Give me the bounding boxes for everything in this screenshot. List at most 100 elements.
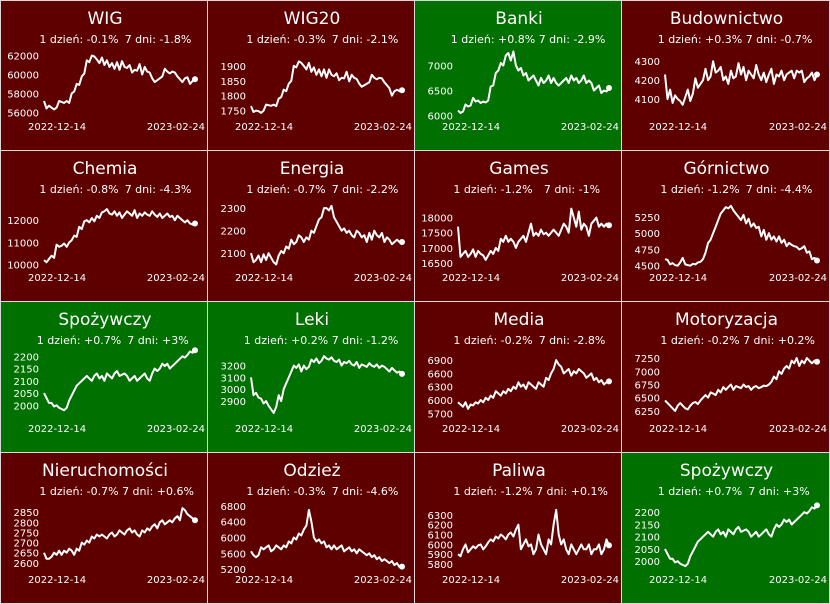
y-tick-label: 2000: [14, 401, 39, 412]
chart-title: Games: [489, 159, 549, 179]
y-tick-label: 56000: [7, 108, 39, 119]
chart-panel: Motoryzacja 1 dzień: -0.2% 7 dni: +0.2% 725…: [621, 301, 830, 453]
series-line: [457, 508, 610, 558]
y-tick-label: 2850: [14, 508, 39, 519]
last-point-marker: [606, 222, 612, 229]
chart-title: Banki: [495, 9, 542, 29]
y-tick-label: 6000: [428, 112, 453, 123]
y-tick-label: 7000: [635, 367, 660, 378]
chart-title: Energia: [280, 159, 345, 179]
x-end-label: 2023-02-24: [769, 273, 827, 284]
chart-title: Spożywczy: [680, 461, 773, 481]
y-tick-label: 6800: [221, 502, 246, 513]
y-tick-label: 6300: [428, 511, 453, 522]
change-7d-label: 7 dni: -2.8%: [539, 334, 606, 347]
change-1d-label: 1 dzień: +0.7%: [37, 334, 121, 347]
last-point-marker: [192, 76, 198, 83]
chart-title: Motoryzacja: [675, 310, 778, 330]
change-1d-label: 1 dzień: -1.2%: [453, 485, 532, 498]
y-tick-label: 5250: [635, 213, 660, 224]
last-point-marker: [399, 370, 405, 377]
series-line: [457, 207, 610, 261]
y-tick-label: 2750: [14, 528, 39, 539]
chart-svg: Odzież 1 dzień: -0.3% 7 dni: -4.6% 6800 6400…: [221, 461, 412, 586]
y-tick-label: 5000: [635, 229, 660, 240]
y-tick-label: 3100: [221, 373, 246, 384]
change-7d-label: 7 dni: -1.8%: [125, 33, 192, 46]
change-1d-label: 1 dzień: -1.2%: [660, 183, 739, 196]
y-tick-label: 2200: [221, 227, 246, 238]
y-tick-label: 1800: [221, 92, 246, 103]
series-line: [250, 60, 403, 114]
change-1d-label: 1 dzień: +0.8%: [451, 33, 535, 46]
y-tick-label: 2300: [221, 204, 246, 215]
y-tick-label: 2050: [635, 545, 660, 556]
last-point-marker: [606, 378, 612, 385]
y-tick-label: 3200: [221, 362, 246, 373]
chart-panel: Paliwa 1 dzień: -1.2% 7 dni: +0.1% 6300 6200…: [414, 452, 622, 604]
chart-svg: Nieruchomości 1 dzień: -0.7% 7 dni: +0.6% 2…: [14, 461, 205, 586]
series-line: [250, 204, 402, 266]
y-tick-label: 12000: [7, 216, 39, 227]
change-7d-label: 7 dni: +3%: [748, 485, 809, 498]
y-tick-label: 6200: [428, 521, 453, 532]
y-tick-label: 6300: [428, 383, 453, 394]
last-point-marker: [399, 87, 405, 94]
chart-svg: Spożywczy 1 dzień: +0.7% 7 dni: +3% 2200 215…: [14, 310, 205, 435]
chart-panel: Nieruchomości 1 dzień: -0.7% 7 dni: +0.6% 2…: [0, 452, 208, 604]
change-1d-label: 1 dzień: +0.2%: [244, 334, 328, 347]
series-line: [43, 507, 196, 560]
chart-title: Media: [493, 310, 544, 330]
chart-panel: Chemia 1 dzień: -0.8% 7 dni: -4.3% 12000 110…: [0, 150, 208, 302]
y-tick-label: 58000: [7, 89, 39, 100]
y-tick-label: 5600: [221, 549, 246, 560]
y-tick-label: 6000: [428, 396, 453, 407]
x-start-label: 2022-12-14: [235, 424, 293, 435]
y-tick-label: 2600: [14, 559, 39, 570]
chart-panel: Odzież 1 dzień: -0.3% 7 dni: -4.6% 6800 6400…: [207, 452, 415, 604]
change-7d-label: 7 dni: -1%: [544, 183, 600, 196]
series-line: [43, 54, 196, 111]
last-point-marker: [814, 358, 820, 365]
y-tick-label: 4100: [635, 95, 660, 106]
change-7d-label: 7 dni: +3%: [127, 334, 188, 347]
chart-title: Odzież: [283, 461, 340, 481]
x-start-label: 2022-12-14: [649, 575, 707, 586]
change-1d-label: 1 dzień: +0.3%: [658, 33, 742, 46]
series-line: [250, 355, 403, 414]
x-start-label: 2022-12-14: [235, 575, 293, 586]
x-start-label: 2022-12-14: [442, 273, 500, 284]
change-7d-label: 7 dni: +0.6%: [122, 485, 194, 498]
y-tick-label: 5200: [221, 565, 246, 576]
chart-title: Nieruchomości: [42, 461, 168, 481]
x-start-label: 2022-12-14: [649, 122, 707, 133]
y-tick-label: 2900: [221, 397, 246, 408]
chart-panel: Leki 1 dzień: +0.2% 7 dni: -1.2% 3200 3100 30…: [207, 301, 415, 453]
series-line: [457, 50, 610, 114]
x-start-label: 2022-12-14: [442, 122, 500, 133]
x-end-label: 2023-02-24: [561, 122, 619, 133]
x-start-label: 2022-12-14: [28, 122, 86, 133]
chart-title: WIG: [88, 9, 123, 29]
last-point-marker: [814, 71, 820, 78]
y-tick-label: 4500: [635, 262, 660, 273]
change-7d-label: 7 dni: -4.6%: [332, 485, 399, 498]
y-tick-label: 2100: [221, 249, 246, 260]
y-tick-label: 6900: [428, 356, 453, 367]
x-end-label: 2023-02-24: [769, 122, 827, 133]
chart-svg: Energia 1 dzień: -0.7% 7 dni: -2.2% 2300 220…: [221, 159, 412, 284]
y-tick-label: 5700: [428, 409, 453, 420]
series-line: [664, 60, 818, 106]
y-tick-label: 2150: [635, 520, 660, 531]
y-tick-label: 2700: [14, 539, 39, 550]
chart-title: Budownictwo: [670, 9, 783, 29]
y-tick-label: 4750: [635, 245, 660, 256]
x-start-label: 2022-12-14: [442, 575, 500, 586]
chart-svg: Leki 1 dzień: +0.2% 7 dni: -1.2% 3200310030…: [221, 310, 412, 435]
x-start-label: 2022-12-14: [28, 424, 86, 435]
y-tick-label: 11000: [7, 238, 39, 249]
y-tick-label: 2650: [14, 549, 39, 560]
y-tick-label: 5800: [428, 560, 453, 571]
last-point-marker: [814, 502, 820, 509]
